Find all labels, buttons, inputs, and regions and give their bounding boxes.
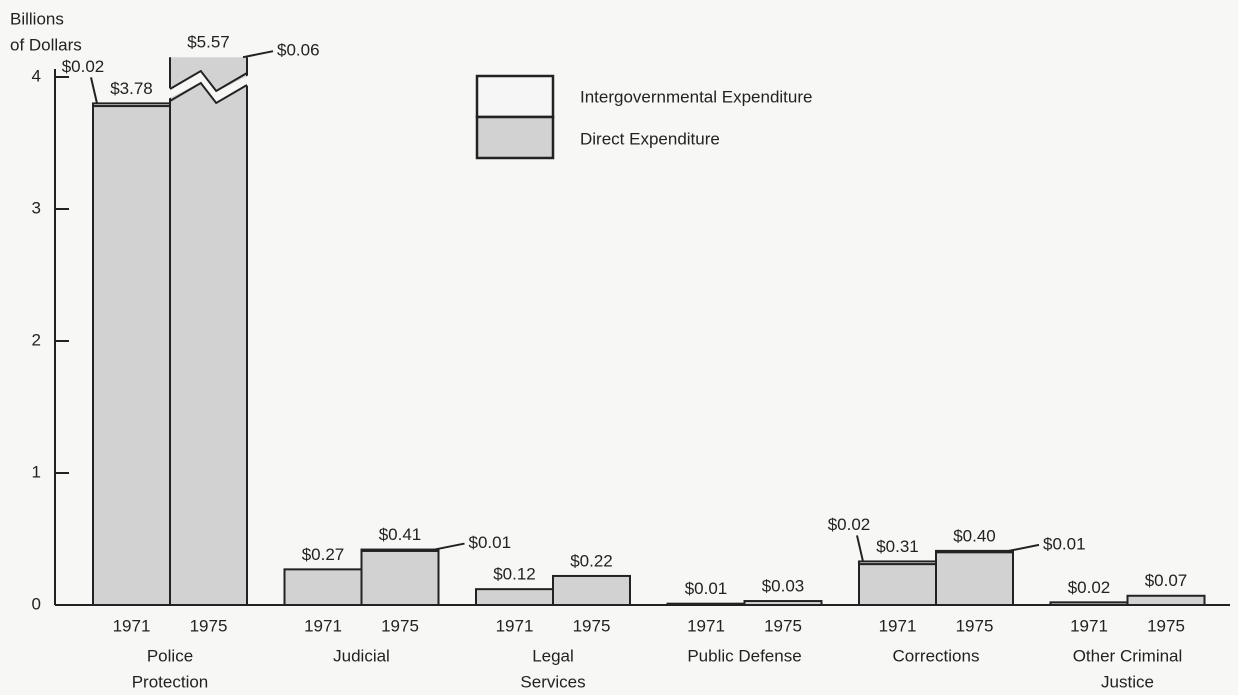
x-tick-label: 1975 (190, 616, 228, 635)
x-tick-label: 1971 (113, 616, 151, 635)
bar-segment (1126, 594, 1206, 607)
group-label: Services (520, 672, 585, 691)
bar-segment (475, 588, 554, 606)
legend-swatch (475, 74, 555, 119)
bar-segment (1049, 601, 1129, 606)
axis-break-edge (169, 69, 248, 93)
bar-segment (666, 602, 746, 606)
x-tick-label: 1975 (573, 616, 611, 635)
y-axis-label: Billions (10, 9, 64, 28)
x-tick-label: 1975 (956, 616, 994, 635)
bar-segment (283, 568, 363, 606)
y-axis-label: of Dollars (10, 35, 82, 54)
y-tick-label: 3 (32, 198, 41, 217)
group-label: Other Criminal (1073, 646, 1183, 665)
y-tick-label: 0 (32, 594, 41, 613)
legend-label: Intergovernmental Expenditure (580, 87, 812, 106)
bar-segment (92, 102, 171, 108)
value-label: $0.12 (493, 565, 536, 584)
value-label: $0.01 (469, 533, 512, 552)
leader-line (434, 542, 465, 551)
x-tick-label: 1975 (381, 616, 419, 635)
bar-segment (552, 574, 631, 607)
group-label: Justice (1101, 672, 1154, 691)
group-label: Public Defense (687, 646, 801, 665)
axis-break-edge (169, 81, 248, 105)
group-label: Legal (532, 646, 574, 665)
value-label: $3.78 (110, 79, 153, 98)
bar-segment (360, 549, 440, 607)
x-tick-label: 1971 (1070, 616, 1108, 635)
value-label: $0.01 (1043, 534, 1086, 553)
bar-segment (935, 551, 1014, 607)
x-tick-label: 1975 (764, 616, 802, 635)
legend-label: Direct Expenditure (580, 129, 720, 148)
value-label: $0.41 (379, 525, 422, 544)
value-label: $0.40 (953, 526, 996, 545)
x-tick-label: 1971 (304, 616, 342, 635)
group-label: Police (147, 646, 193, 665)
leader-line (242, 50, 274, 59)
value-label: $5.57 (187, 33, 230, 52)
y-tick-label: 4 (32, 66, 41, 85)
value-label: $0.27 (302, 545, 345, 564)
value-label: $0.22 (570, 551, 613, 570)
bar-segment (935, 549, 1014, 554)
bar-segment (92, 105, 171, 606)
axis-break (163, 71, 254, 103)
x-tick-label: 1971 (687, 616, 725, 635)
value-label: $0.31 (876, 537, 919, 556)
legend-swatch (475, 115, 555, 160)
value-label: $0.02 (62, 57, 105, 76)
bar-segment (743, 600, 823, 606)
leader-line (90, 77, 98, 104)
value-label: $0.06 (277, 41, 320, 60)
value-label: $0.03 (762, 577, 805, 596)
group-label: Judicial (333, 646, 390, 665)
y-tick-label: 2 (32, 330, 41, 349)
value-label: $0.01 (685, 579, 728, 598)
value-label: $0.07 (1145, 571, 1188, 590)
x-tick-label: 1971 (879, 616, 917, 635)
leader-line (856, 535, 864, 562)
x-tick-label: 1971 (496, 616, 534, 635)
x-tick-label: 1975 (1147, 616, 1185, 635)
bar-segment (169, 57, 248, 606)
group-label: Corrections (893, 646, 980, 665)
leader-line (1008, 543, 1040, 552)
bars (92, 57, 1206, 607)
value-label: $0.02 (828, 515, 871, 534)
bar-segment (858, 560, 937, 566)
bar-segment (858, 563, 937, 607)
y-tick-label: 1 (32, 462, 41, 481)
bar-segment (360, 548, 440, 552)
group-label: Protection (132, 672, 209, 691)
value-label: $0.02 (1068, 578, 1111, 597)
